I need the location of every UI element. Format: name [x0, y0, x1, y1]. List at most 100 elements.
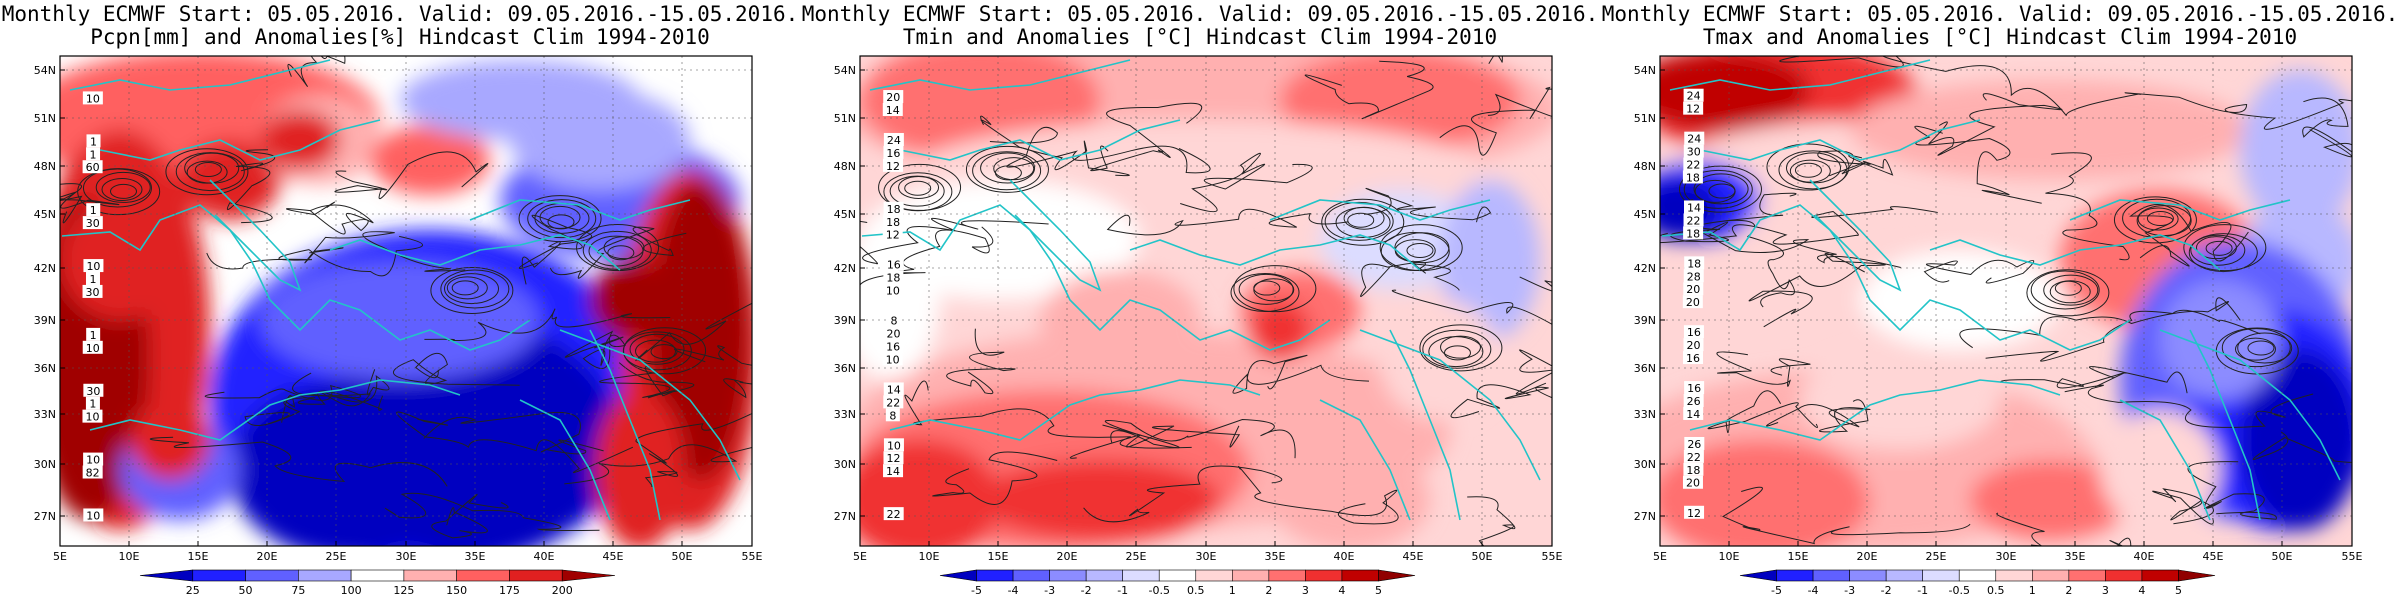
contour-label: 12	[886, 229, 900, 242]
contour-line	[1304, 60, 1434, 120]
lon-label: 55E	[742, 550, 763, 563]
colorbar-tick-label: 0.5	[1187, 584, 1205, 597]
lon-label: 45E	[603, 550, 624, 563]
contour-label-bg	[883, 464, 904, 478]
contour-line	[384, 492, 600, 531]
contour-label: 1	[89, 398, 96, 411]
contour-line	[1090, 102, 1203, 172]
contour-label-bg	[1684, 381, 1705, 395]
contour-ring	[539, 205, 581, 229]
contour-ring	[2247, 340, 2275, 356]
contour-ring	[2205, 240, 2233, 256]
contour-label: 26	[1687, 395, 1701, 408]
colorbar-tick-label: -2	[1881, 584, 1892, 597]
colorbar-segment	[2141, 569, 2179, 582]
precip-map: 103060821030101111011103010154N51N48N45N…	[34, 55, 763, 597]
contour-line	[1670, 192, 1797, 243]
lat-label: 51N	[1634, 112, 1656, 125]
contour-label-bg	[1684, 256, 1705, 270]
contour-line	[334, 151, 489, 200]
colorbar-segment	[2068, 569, 2106, 582]
contour-line	[674, 345, 752, 366]
map-field: 1012148101214161820221816122018221416241…	[860, 56, 1552, 546]
colorbar-tick-label: -4	[1008, 584, 1019, 597]
anomaly-area	[1440, 180, 1540, 340]
colorbar-segment	[1268, 569, 1306, 582]
contour-label-bg	[83, 383, 104, 397]
coastline	[1389, 329, 1461, 521]
contour-label: 1	[90, 204, 97, 217]
colorbar-segment	[298, 569, 352, 582]
anomaly-area	[400, 60, 640, 140]
anomaly-area	[1660, 440, 1870, 546]
colorbar-segment	[1049, 569, 1087, 582]
contour-label: 16	[886, 147, 900, 160]
contour-line	[149, 436, 448, 487]
contour-ring	[635, 339, 677, 363]
lon-label: 10E	[119, 550, 140, 563]
contour-ring	[1253, 278, 1295, 302]
lat-label: 27N	[834, 510, 856, 523]
contour-ring	[965, 145, 1049, 193]
contour-label: 18	[886, 272, 900, 285]
contour-label: 16	[886, 340, 900, 353]
contour-label: 22	[1687, 451, 1701, 464]
contour-label-bg	[82, 409, 103, 423]
lat-label: 48N	[34, 160, 56, 173]
anomaly-area	[2160, 280, 2280, 400]
contour-line	[564, 330, 626, 369]
contour-label: 20	[886, 91, 900, 104]
lat-label: 36N	[834, 362, 856, 375]
graticule	[60, 56, 752, 546]
contour-label: 20	[887, 328, 901, 341]
contour-label: 28	[1687, 270, 1701, 283]
contour-label-bg	[883, 395, 904, 409]
contour-ring	[1419, 324, 1503, 372]
lat-label: 54N	[834, 64, 856, 77]
colorbar-tick-label: 125	[393, 584, 414, 597]
coastline	[1359, 329, 1541, 481]
coastline	[2069, 199, 2291, 221]
lat-label: 48N	[834, 160, 856, 173]
contour-ring	[1778, 150, 1848, 190]
contour-ring	[1422, 329, 1492, 369]
coastline	[1809, 179, 1902, 292]
coastline	[61, 204, 531, 351]
lon-label: 15E	[188, 550, 209, 563]
lon-label: 10E	[1719, 550, 1740, 563]
contour-label: 12	[886, 160, 900, 173]
colorbar-segment	[192, 569, 246, 582]
contour-line	[989, 126, 1211, 174]
colorbar-segment	[1085, 569, 1123, 582]
colorbar-tick-label: -3	[1044, 584, 1055, 597]
contour-label-bg	[1683, 226, 1704, 240]
contour-label-bg	[887, 313, 902, 327]
contour-ring	[1443, 345, 1471, 361]
colorbar-segment	[456, 569, 510, 582]
contour-ring	[904, 180, 932, 196]
colorbar-tick-label: 4	[2138, 584, 2145, 597]
contour-label-bg	[82, 284, 103, 298]
contour-label-bg	[883, 257, 904, 271]
contour-ring	[1238, 273, 1294, 305]
contour-label-bg	[86, 327, 101, 341]
contour-line	[946, 328, 1016, 395]
coastline	[99, 119, 381, 161]
contour-label: 8	[889, 409, 896, 422]
lon-label: 5E	[853, 550, 867, 563]
contour-line	[932, 451, 1058, 505]
contour-ring	[451, 280, 479, 296]
colorbar-segment	[1158, 569, 1197, 582]
lat-label: 30N	[34, 458, 56, 471]
contour-ring	[444, 273, 500, 305]
colorbar: -5 -4 -3 -2 -1 -0.5 0.5 1 2 3 4 5	[1739, 569, 2216, 597]
coastline	[469, 199, 691, 221]
coastline	[559, 329, 741, 481]
contour-line	[1660, 206, 1938, 245]
colorbar-tick-label: -0.5	[1148, 584, 1169, 597]
lat-label: 39N	[34, 314, 56, 327]
coastline	[1269, 199, 1491, 221]
colorbar-segment	[976, 569, 1014, 582]
colorbar-segment	[2178, 569, 2216, 582]
contour-line	[1748, 253, 1886, 328]
